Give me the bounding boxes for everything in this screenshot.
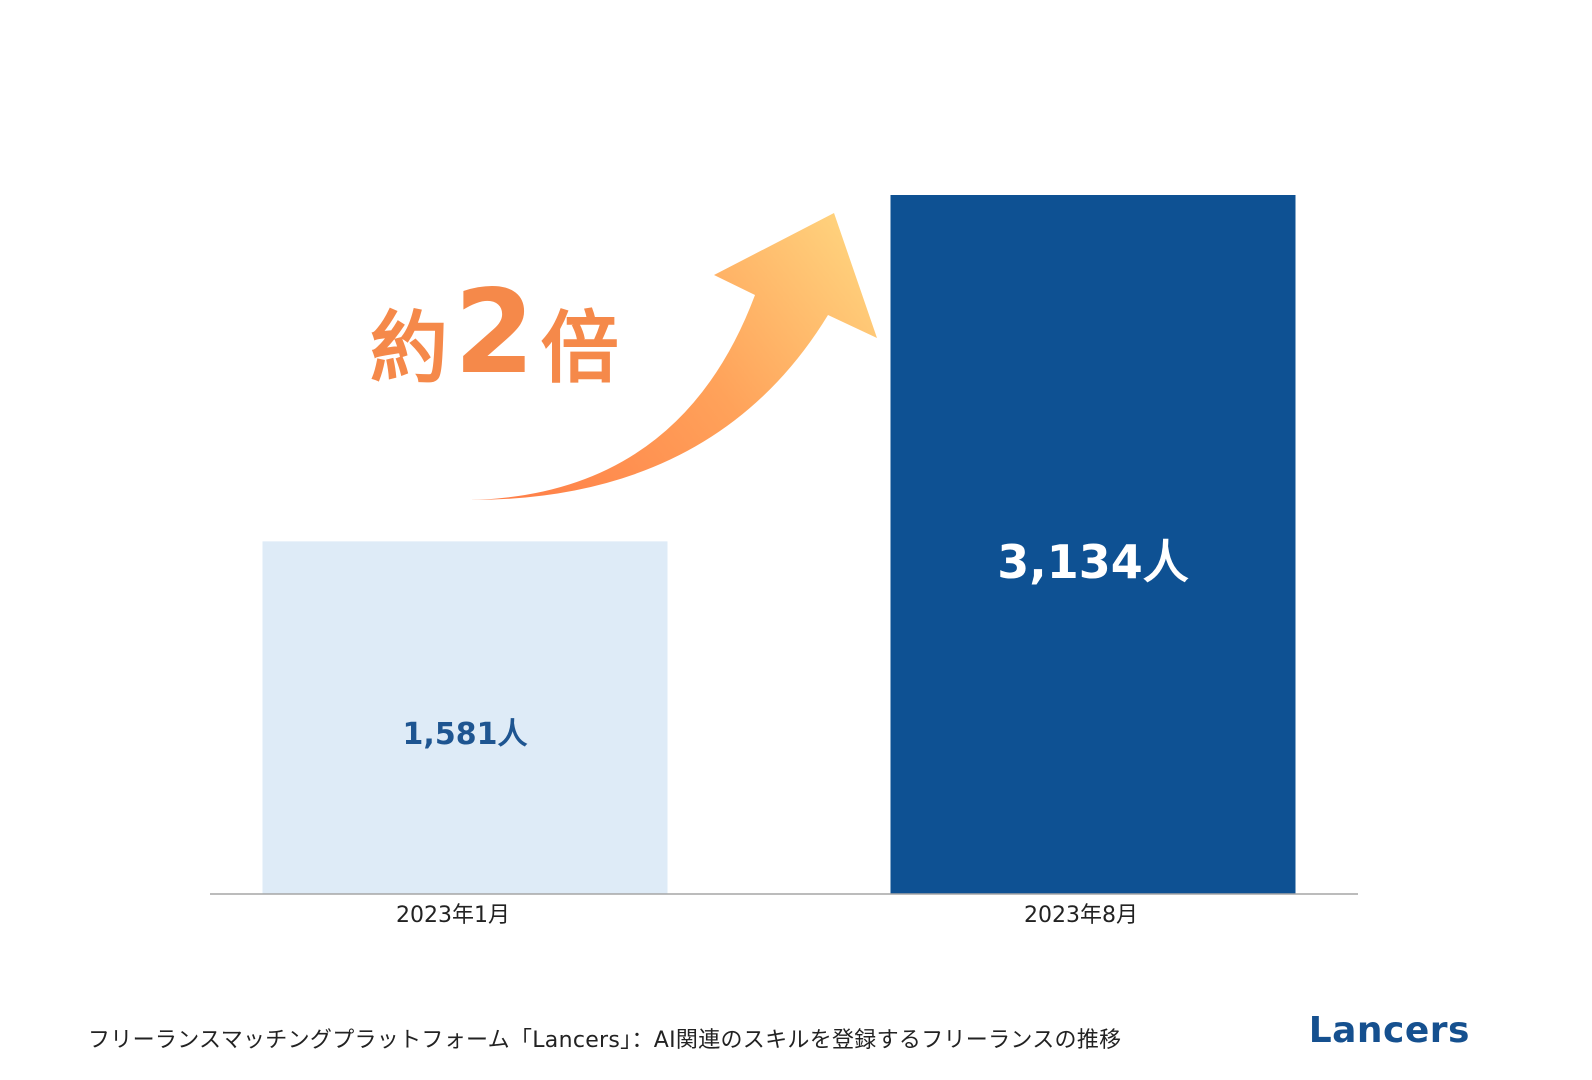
annotation-suffix: 倍 — [540, 304, 619, 394]
lancers-logo: Lancers — [1308, 1010, 1470, 1051]
chart-caption: フリーランスマッチングプラットフォーム「Lancers」：AI関連のスキルを登録… — [88, 1028, 1122, 1053]
data-label-1: 1,581人 — [403, 717, 528, 752]
curved-up-arrow-icon — [470, 213, 877, 500]
x-tick-label-2: 2023年8月 — [1024, 903, 1138, 928]
data-label-2: 3,134人 — [997, 535, 1189, 589]
x-tick-label-1: 2023年1月 — [396, 903, 510, 928]
bar-1 — [262, 541, 668, 894]
growth-annotation: 約 2 倍 — [370, 264, 619, 400]
annotation-prefix: 約 — [370, 304, 449, 394]
annotation-number: 2 — [454, 264, 535, 400]
bar-2 — [890, 195, 1296, 894]
